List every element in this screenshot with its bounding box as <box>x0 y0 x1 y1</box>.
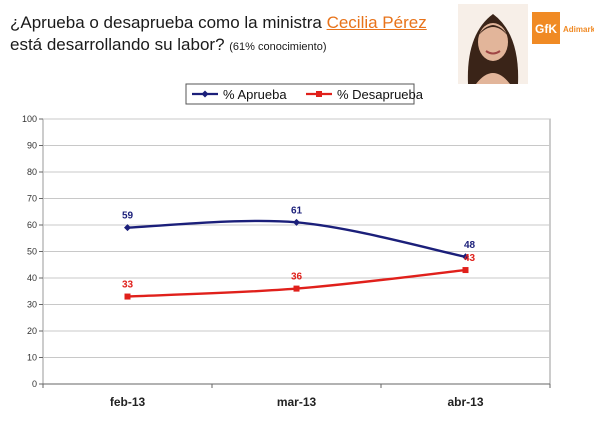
data-label-1-mar-13: 36 <box>291 272 303 283</box>
point-desaprueba-feb-13 <box>124 293 131 300</box>
logo-sub-brand: Adimark <box>563 25 594 34</box>
x-tick-label-mar-13: mar-13 <box>277 395 317 409</box>
point-aprueba-mar-13 <box>293 218 300 226</box>
point-desaprueba-mar-13 <box>293 285 300 292</box>
data-label-0-abr-13: 48 <box>464 240 476 251</box>
gfk-adimark-logo: GfK Adimark <box>532 12 594 44</box>
y-tick-label-70: 70 <box>27 194 37 204</box>
legend-marker-0 <box>201 90 209 98</box>
y-tick-label-0: 0 <box>32 379 37 389</box>
y-tick-label-50: 50 <box>27 247 37 257</box>
minister-photo <box>458 4 528 84</box>
y-tick-label-20: 20 <box>27 326 37 336</box>
logo-brand-box <box>532 12 560 44</box>
data-label-1-feb-13: 33 <box>122 280 134 291</box>
question-title: ¿Aprueba o desaprueba como la ministra C… <box>10 12 450 58</box>
point-aprueba-abr-13 <box>462 253 469 261</box>
awareness-note: (61% conocimiento) <box>229 41 327 53</box>
legend-box <box>185 83 415 105</box>
x-tick-label-abr-13: abr-13 <box>447 395 483 409</box>
y-tick-label-40: 40 <box>27 273 37 283</box>
x-tick-label-feb-13: feb-13 <box>110 395 146 409</box>
point-desaprueba-abr-13 <box>462 267 469 274</box>
y-tick-label-100: 100 <box>22 114 37 124</box>
legend-label-0: % Aprueba <box>223 87 287 102</box>
plot-area: 0 10 20 30 40 50 60 70 80 90 100 feb-13 mar-13 abr-13… <box>22 114 551 409</box>
data-label-1-abr-13: 43 <box>464 253 476 264</box>
y-tick-label-30: 30 <box>27 300 37 310</box>
y-tick-label-90: 90 <box>27 141 37 151</box>
data-label-0-mar-13: 61 <box>291 205 303 216</box>
minister-name-link[interactable]: Cecilia Pérez <box>326 13 427 32</box>
question-part1: ¿Aprueba o desaprueba como la ministra <box>10 13 327 32</box>
logo-brand: GfK <box>535 22 557 36</box>
point-aprueba-feb-13 <box>124 224 131 232</box>
chart-legend: % Aprueba % Desaprueba <box>185 83 424 105</box>
legend-marker-1 <box>316 91 322 97</box>
y-tick-label-80: 80 <box>27 167 37 177</box>
question-part2: está desarrollando su labor? <box>10 35 225 54</box>
legend-label-1: % Desaprueba <box>337 87 424 102</box>
y-tick-label-60: 60 <box>27 220 37 230</box>
data-label-0-feb-13: 59 <box>122 211 134 222</box>
y-tick-label-10: 10 <box>27 353 37 363</box>
